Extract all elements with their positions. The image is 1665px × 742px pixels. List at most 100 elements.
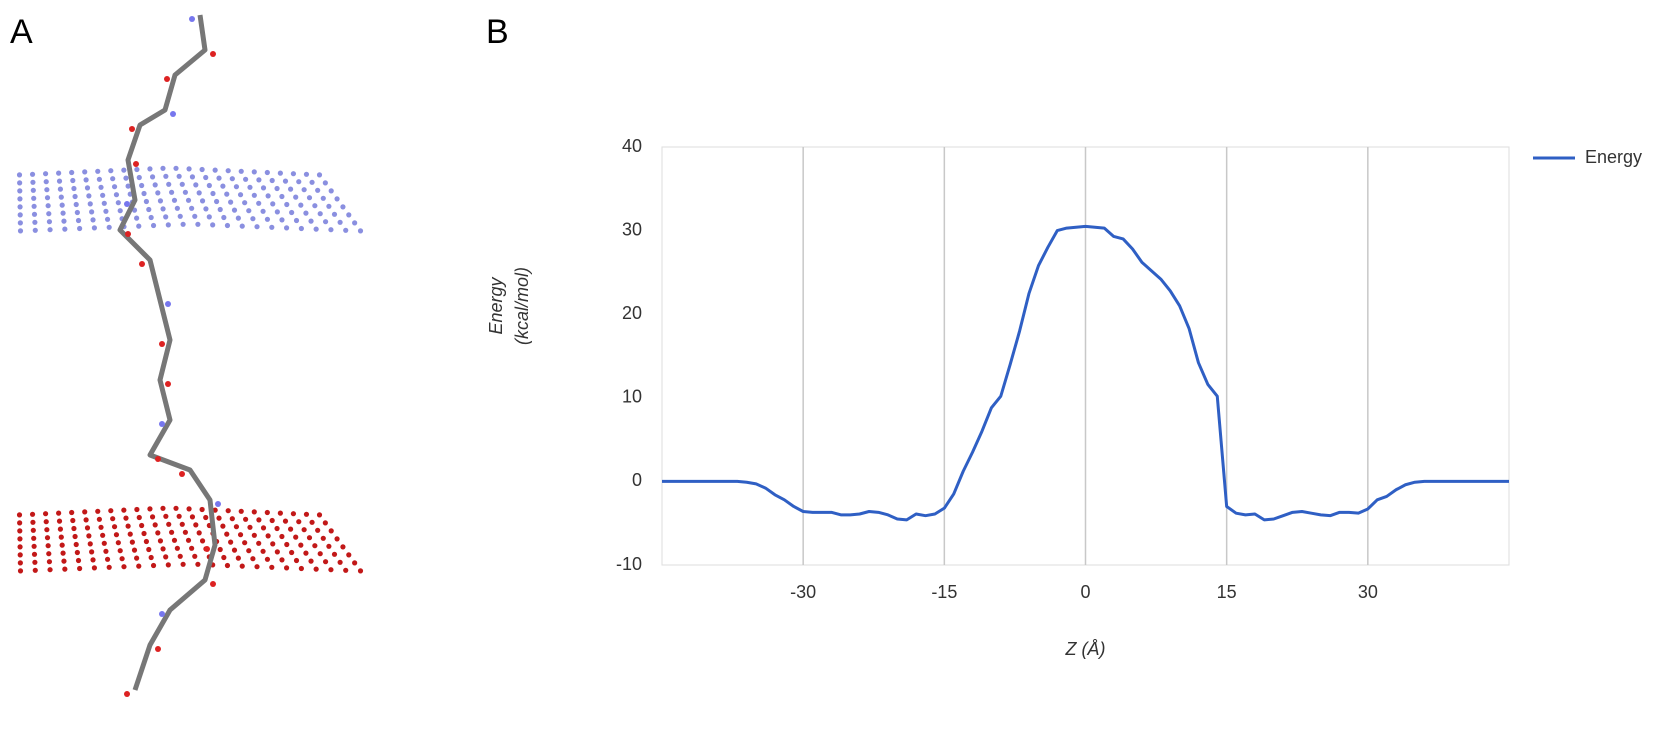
membrane-dot: [129, 539, 135, 545]
membrane-dot: [308, 558, 314, 564]
membrane-dot: [30, 519, 36, 525]
membrane-dot: [177, 553, 183, 559]
membrane-dot: [328, 188, 334, 194]
membrane-dot: [246, 208, 252, 214]
membrane-dot: [136, 514, 142, 521]
membrane-dot: [44, 527, 50, 533]
membrane-dot: [182, 189, 188, 195]
membrane-dot: [296, 179, 302, 185]
atom: [204, 546, 210, 552]
membrane-dot: [17, 552, 23, 558]
membrane-dot: [45, 543, 51, 549]
membrane-dot: [277, 170, 283, 176]
membrane-dot: [31, 543, 37, 549]
membrane-dot: [189, 545, 195, 551]
membrane-dot: [199, 538, 206, 544]
membrane-dot: [282, 518, 289, 524]
membrane-dot: [47, 567, 53, 573]
membrane-dot: [306, 535, 313, 541]
membrane-dot: [121, 167, 127, 173]
membrane-dot: [224, 191, 230, 197]
membrane-dot: [117, 208, 123, 214]
membrane-dot: [83, 517, 89, 523]
membrane-dot: [91, 225, 98, 231]
membrane-dot: [274, 209, 280, 215]
membrane-dot: [260, 185, 267, 191]
membrane-dot: [316, 512, 323, 518]
membrane-dot: [134, 166, 140, 173]
membrane-dot: [176, 513, 182, 519]
membrane-dot: [111, 524, 118, 530]
membrane-dot: [166, 521, 172, 527]
membrane-dot: [212, 507, 218, 513]
membrane-dot: [134, 506, 140, 513]
membrane-dot: [279, 217, 285, 223]
membrane-dot: [160, 505, 166, 511]
membrane-dot: [104, 216, 111, 222]
membrane-dot: [90, 217, 96, 223]
atom: [179, 471, 185, 477]
membrane-dot: [43, 519, 49, 525]
membrane-dot: [17, 180, 23, 186]
membrane-dot: [185, 537, 192, 543]
y-tick-label: 40: [622, 136, 642, 156]
membrane-dot: [179, 181, 185, 187]
membrane-dot: [289, 209, 295, 216]
y-tick-label: 0: [632, 470, 642, 490]
membrane-dot: [32, 227, 38, 233]
membrane-dot: [165, 222, 171, 228]
membrane-dot: [274, 185, 280, 192]
membrane-dot: [293, 534, 299, 540]
membrane-dot: [30, 527, 36, 533]
membrane-dot: [31, 203, 37, 209]
membrane-dot: [279, 193, 285, 200]
panel-label: B: [486, 13, 509, 51]
membrane-dot: [189, 205, 195, 211]
membrane-dot: [224, 562, 231, 569]
membrane-dot: [264, 509, 270, 516]
atom: [124, 201, 130, 207]
atom: [139, 261, 145, 267]
membrane-dot: [195, 561, 201, 567]
membrane-dot: [254, 564, 260, 570]
membrane-dot: [174, 205, 180, 211]
membrane-dot: [169, 529, 175, 535]
atom: [210, 51, 216, 57]
membrane-dot: [216, 175, 222, 181]
atom: [165, 301, 171, 307]
membrane-dot: [203, 174, 209, 181]
membrane-dot: [56, 178, 63, 184]
membrane-dot: [293, 217, 300, 224]
membrane-dot: [176, 173, 182, 179]
membrane-dot: [30, 187, 36, 193]
membrane-dot: [16, 172, 23, 178]
x-tick-label: 30: [1358, 582, 1378, 602]
membrane-dot: [343, 227, 349, 233]
molecule-illustration: [16, 14, 364, 697]
membrane-dot: [303, 210, 309, 216]
membrane-dot: [238, 168, 244, 174]
atom: [155, 456, 161, 462]
membrane-dot: [213, 198, 220, 205]
membrane-dot: [31, 535, 37, 541]
membrane-dot: [337, 559, 343, 565]
membrane-dot: [17, 212, 23, 218]
membrane-dot: [221, 554, 227, 561]
membrane-dot: [250, 556, 256, 562]
membrane-dot: [328, 227, 334, 233]
membrane-dot: [17, 568, 24, 574]
membrane-dot: [56, 510, 62, 516]
membrane-dot: [357, 228, 364, 234]
membrane-dot: [46, 551, 52, 557]
membrane-dot: [113, 192, 120, 198]
membrane-dot: [169, 189, 175, 195]
atom: [129, 126, 135, 132]
membrane-dot: [242, 200, 248, 206]
membrane-dot: [185, 197, 192, 203]
y-tick-label: 20: [622, 303, 642, 323]
membrane-dot: [196, 190, 202, 196]
membrane-dot: [84, 525, 91, 531]
membrane-dot: [193, 182, 199, 188]
membrane-dot: [60, 550, 66, 556]
membrane-dot: [155, 530, 161, 536]
